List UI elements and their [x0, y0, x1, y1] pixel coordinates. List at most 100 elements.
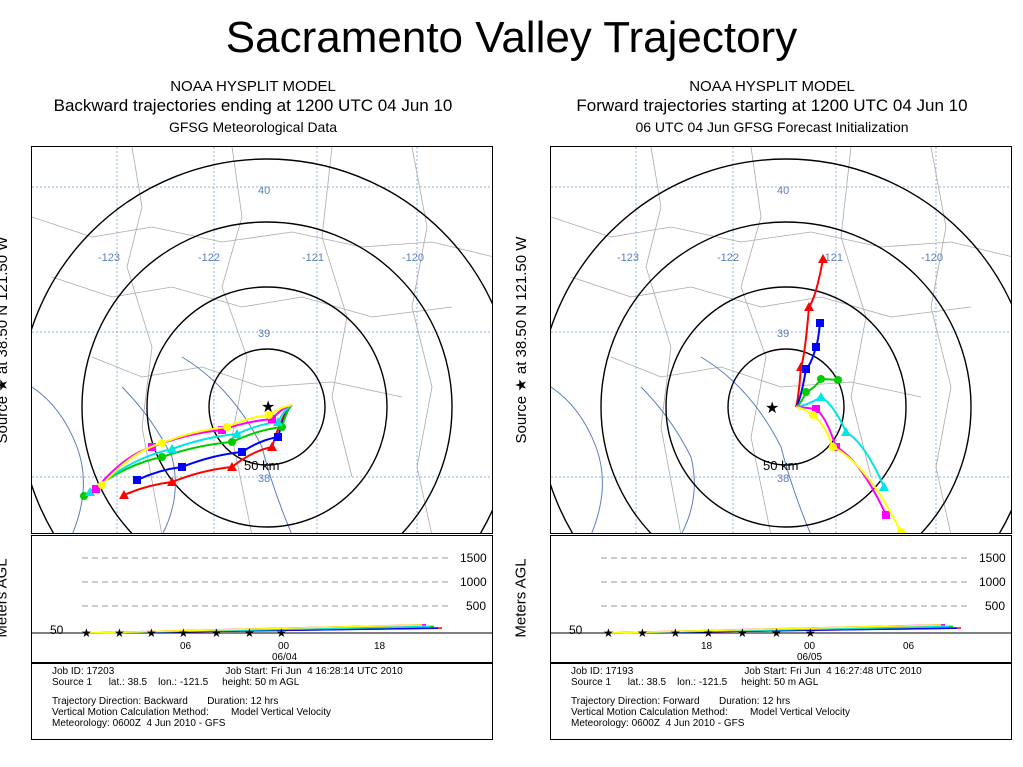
- meteorology: Meteorology: 0600Z 4 Jun 2010 - GFS: [52, 718, 226, 729]
- lon-label-120: -120: [402, 252, 424, 264]
- x-tick-06: 06: [903, 641, 915, 652]
- range-ring-label: 50 km: [244, 458, 279, 473]
- height-star-marker: ★: [703, 626, 714, 640]
- height-traces: ★ ★ ★ ★ ★ ★ ★: [81, 624, 443, 640]
- source-info: Source 1 lat.: 38.5 lon.: -121.5 height:…: [52, 677, 300, 688]
- trajectory-line-5: [795, 406, 902, 533]
- lat-label-39: 39: [258, 328, 270, 340]
- met-data-label: GFSG Meteorological Data: [168, 119, 338, 135]
- trajectory-marker: [834, 376, 842, 384]
- trajectory-line-1: [795, 322, 821, 408]
- lat-lon-labels: 40 39 38 -123 -122 -121 -120: [98, 185, 424, 485]
- trajectory-marker: [228, 438, 236, 446]
- trajectory-marker: [133, 476, 141, 484]
- height-star-marker: ★: [771, 626, 782, 640]
- x-tick-18: 18: [701, 641, 713, 652]
- height-star-marker: ★: [146, 626, 157, 640]
- trajectory-marker: [802, 388, 810, 396]
- height-star-marker: ★: [805, 626, 816, 640]
- lon-label-123: -123: [98, 252, 120, 264]
- trajectory-marker: [232, 429, 242, 438]
- trajectory-marker: [841, 427, 851, 436]
- trajectory-marker: [274, 433, 282, 441]
- lon-label-120: -120: [921, 252, 943, 264]
- trajectory-marker: [268, 415, 276, 423]
- date-label: 06/04: [272, 652, 297, 663]
- trajectory-map-svg: 40 39 38 -123 -122 -121 -120 50 km ★: [32, 147, 492, 533]
- meteorology: Meteorology: 0600Z 4 Jun 2010 - GFS: [571, 718, 745, 729]
- baseline-label: 50: [569, 623, 583, 637]
- x-tick-06: 06: [180, 641, 192, 652]
- trajectory-description: Forward trajectories starting at 1200 UT…: [576, 96, 968, 115]
- trajectory-marker: [897, 528, 905, 533]
- height-star-marker: ★: [670, 626, 681, 640]
- trajectory-marker: [809, 411, 817, 419]
- trajectory-marker: [158, 439, 166, 447]
- run-info-box: Job ID: 17203 Job Start: Fri Jun 4 16:28…: [31, 663, 493, 740]
- job-id: Job ID: 17193: [571, 666, 634, 677]
- trajectory-marker: [812, 405, 820, 413]
- trajectory-marker: [218, 426, 226, 434]
- trajectory-marker: [267, 442, 277, 451]
- trajectory-marker: [167, 477, 177, 486]
- lat-label-40: 40: [258, 185, 270, 197]
- height-trace-5: [86, 624, 423, 634]
- trajectory-marker: [98, 481, 106, 489]
- lat-label-40: 40: [777, 185, 789, 197]
- map-gridlines: [551, 147, 1011, 533]
- job-start: Job Start: Fri Jun 4 16:28:14 UTC 2010: [225, 666, 403, 677]
- lat-label-38: 38: [258, 473, 270, 485]
- trajectory-marker: [227, 462, 237, 471]
- trajectory-marker: [816, 319, 824, 327]
- rivers-coastline: [32, 356, 292, 533]
- lon-label-122: -122: [717, 252, 739, 264]
- trajectory-line-4: [795, 406, 887, 516]
- height-star-marker: ★: [603, 626, 614, 640]
- range-rings: [551, 158, 1011, 533]
- vertical-method: Vertical Motion Calculation Method: Mode…: [571, 707, 851, 718]
- trajectory-marker: [817, 375, 825, 383]
- trajectory-marker: [158, 453, 166, 461]
- source-star-icon: ★: [261, 397, 275, 416]
- date-label: 06/05: [797, 652, 822, 663]
- trajectory-marker: [882, 511, 890, 519]
- model-title: NOAA HYSPLIT MODEL: [689, 78, 855, 95]
- trajectory-marker: [818, 254, 828, 263]
- height-star-marker: ★: [737, 626, 748, 640]
- backward-trajectory-panel: NOAA HYSPLIT MODEL Backward trajectories…: [0, 76, 500, 740]
- trajectory-marker: [85, 487, 95, 496]
- y-tick-1000: 1000: [979, 575, 1006, 589]
- trajectory-marker: [265, 411, 273, 419]
- job-id: Job ID: 17203: [52, 666, 115, 677]
- range-ring-label: 50 km: [763, 458, 798, 473]
- trajectory-lines: [795, 254, 905, 533]
- height-star-marker: ★: [637, 626, 648, 640]
- met-data-label: 06 UTC 04 Jun GFSG Forecast Initializati…: [635, 119, 909, 135]
- height-star-marker: ★: [178, 626, 189, 640]
- y-tick-1000: 1000: [460, 575, 487, 589]
- x-tick-00: 00: [278, 641, 290, 652]
- job-start: Job Start: Fri Jun 4 16:27:48 UTC 2010: [744, 666, 922, 677]
- trajectory-map: 40 39 38 -123 -122 -121 -120 50 km ★: [550, 146, 1012, 534]
- trajectory-marker: [119, 490, 129, 499]
- lon-label-122: -122: [198, 252, 220, 264]
- lat-lon-labels: 40 39 38 -123 -122 -121 -120: [617, 185, 943, 485]
- trajectory-direction: Trajectory Direction: Backward Duration:…: [52, 696, 279, 707]
- trajectory-line-2: [795, 377, 839, 408]
- trajectory-marker: [167, 444, 177, 453]
- lon-label-121: -121: [302, 252, 324, 264]
- model-title: NOAA HYSPLIT MODEL: [170, 78, 336, 95]
- trajectory-map: 40 39 38 -123 -122 -121 -120 50 km ★: [31, 146, 493, 534]
- trajectory-description: Backward trajectories ending at 1200 UTC…: [53, 96, 453, 115]
- trajectory-marker: [804, 302, 814, 311]
- height-traces: ★ ★ ★ ★ ★ ★ ★: [603, 624, 962, 640]
- trajectory-marker: [273, 417, 283, 426]
- y-tick-500: 500: [466, 599, 486, 613]
- height-trace-5: [605, 624, 942, 634]
- height-star-marker: ★: [276, 626, 287, 640]
- height-profile-svg: 1500 1000 500 50 ★ ★ ★ ★ ★ ★ ★ 06 00 18 06/04: [32, 551, 492, 663]
- lat-label-39: 39: [777, 328, 789, 340]
- range-rings: [32, 158, 492, 533]
- trajectory-marker: [223, 423, 231, 431]
- lon-label-123: -123: [617, 252, 639, 264]
